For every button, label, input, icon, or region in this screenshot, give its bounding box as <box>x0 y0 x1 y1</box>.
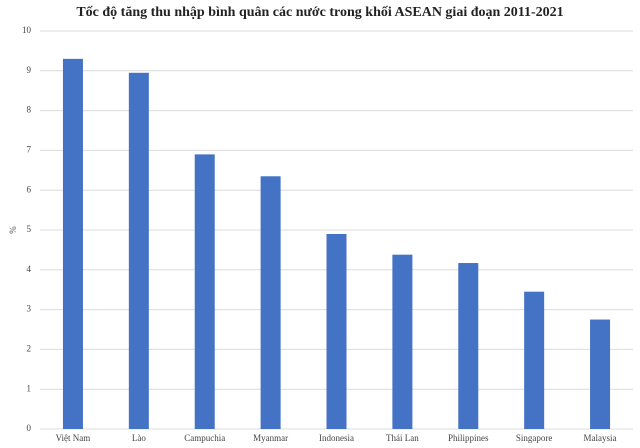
y-tick-label: 6 <box>27 184 32 194</box>
x-tick-label: Singapore <box>516 433 553 443</box>
x-tick-label: Campuchia <box>184 433 225 443</box>
bar <box>458 263 479 429</box>
chart-title: Tốc độ tăng thu nhập bình quân các nước … <box>76 5 563 20</box>
bar <box>62 58 83 430</box>
x-tick-label: Việt Nam <box>56 433 91 443</box>
bar <box>590 319 611 429</box>
y-tick-label: 4 <box>27 264 32 274</box>
y-tick-label: 9 <box>27 65 32 75</box>
y-tick-label: 2 <box>27 343 32 353</box>
x-tick-label: Philippines <box>448 433 489 443</box>
x-tick-label: Indonesia <box>319 433 354 443</box>
y-tick-label: 7 <box>27 144 32 154</box>
y-tick-label: 3 <box>27 304 32 314</box>
y-tick-label: 1 <box>27 383 32 393</box>
bar <box>392 254 413 429</box>
bar <box>194 154 215 429</box>
x-tick-label: Thái Lan <box>386 433 419 443</box>
y-axis-label: % <box>8 226 18 234</box>
y-tick-label: 8 <box>27 105 32 115</box>
y-tick-label: 5 <box>27 224 32 234</box>
y-tick-label: 10 <box>22 25 32 35</box>
bar <box>524 291 545 429</box>
bar <box>128 72 149 429</box>
bar <box>326 233 347 429</box>
x-tick-label: Myanmar <box>253 433 288 443</box>
x-tick-label: Malaysia <box>584 433 617 443</box>
x-tick-label: Lào <box>132 433 146 443</box>
y-tick-label: 0 <box>27 423 32 433</box>
bar <box>260 176 281 429</box>
